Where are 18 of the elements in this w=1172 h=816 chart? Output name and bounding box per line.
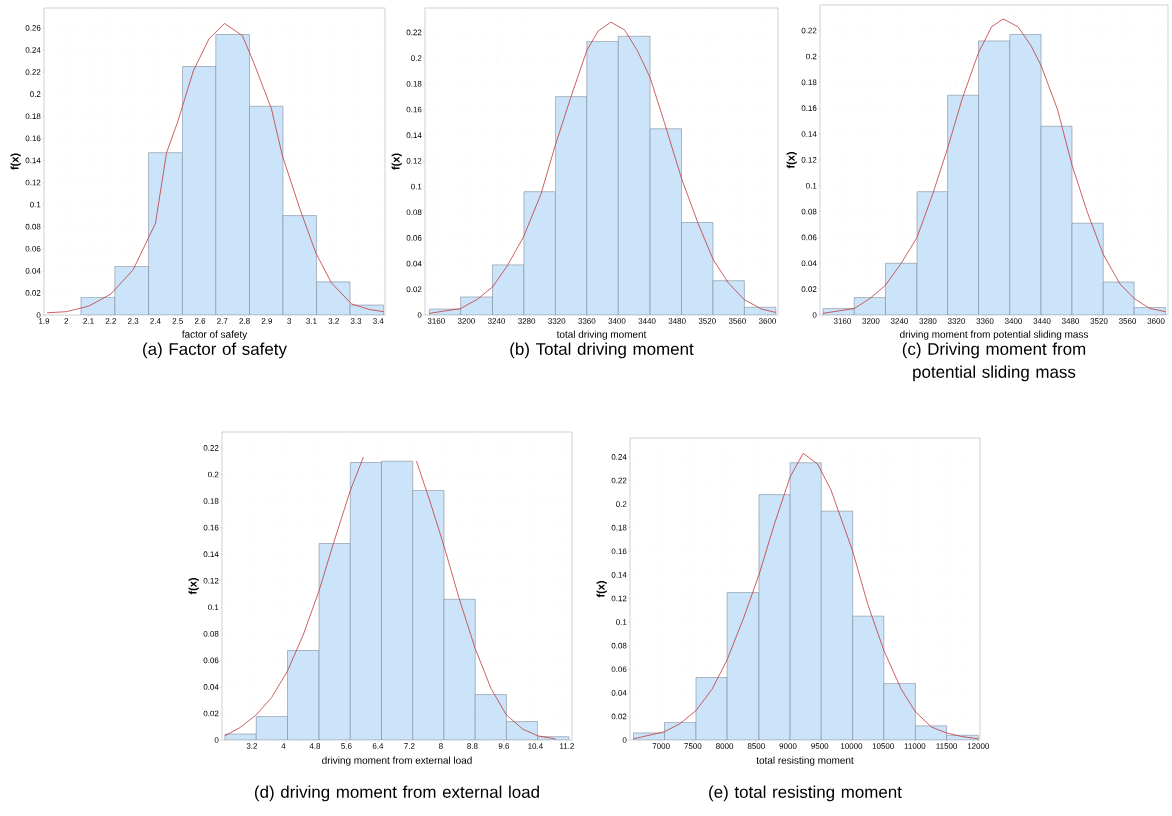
x-axis-title: total resisting moment	[756, 756, 854, 766]
x-axis-title: driving moment from external load	[322, 756, 472, 766]
y-axis-title: f(x)	[786, 152, 797, 169]
text: (c) Driving moment from potential sliding mass	[902, 342, 1086, 382]
x-axis-title: driving moment from potential sliding mass	[900, 330, 1089, 340]
x-axis-title: total driving moment	[556, 330, 647, 340]
text: (e) total resisting moment	[709, 785, 902, 802]
text: (a) Factor of safety	[143, 342, 287, 359]
y-axis-title: f(x)	[596, 581, 607, 598]
text: (d) driving moment from external load	[254, 785, 539, 802]
line-series	[822, 18, 1166, 314]
line-series	[632, 452, 979, 740]
text: (b) Total driving moment	[510, 342, 694, 359]
y-axis-title: f(x)	[10, 153, 21, 170]
x-axis-title: factor of safety	[181, 330, 248, 340]
y-axis-title: f(x)	[188, 578, 199, 595]
y-axis-title: f(x)	[391, 153, 402, 170]
line-series	[428, 21, 777, 314]
